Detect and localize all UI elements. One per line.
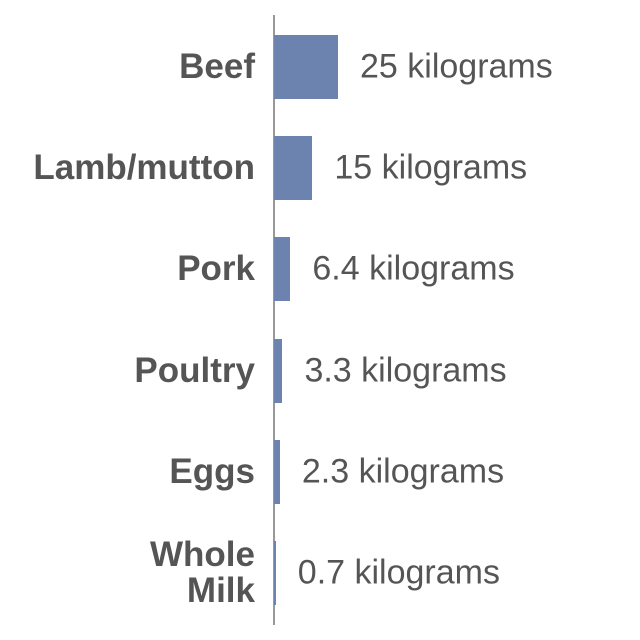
value-label: 15 kilograms	[334, 148, 528, 187]
axis-line	[273, 15, 275, 625]
value-label: 6.4 kilograms	[312, 249, 515, 288]
category-label: Beef	[179, 47, 255, 86]
bar	[274, 136, 313, 201]
bar	[274, 439, 280, 504]
value-label: 0.7 kilograms	[297, 553, 500, 592]
bar	[274, 541, 276, 605]
category-label: Poultry	[134, 350, 255, 390]
value-label: 2.3 kilograms	[301, 452, 505, 491]
value-label: 25 kilograms	[360, 47, 553, 86]
value-label: 3.3 kilograms	[304, 351, 507, 390]
bar	[274, 35, 338, 99]
category-label: Whole Milk	[150, 535, 255, 610]
bar	[274, 237, 291, 302]
bar	[274, 338, 283, 403]
category-label: Pork	[177, 249, 255, 289]
category-label: Eggs	[169, 451, 255, 491]
category-label: Lamb/mutton	[33, 148, 255, 188]
